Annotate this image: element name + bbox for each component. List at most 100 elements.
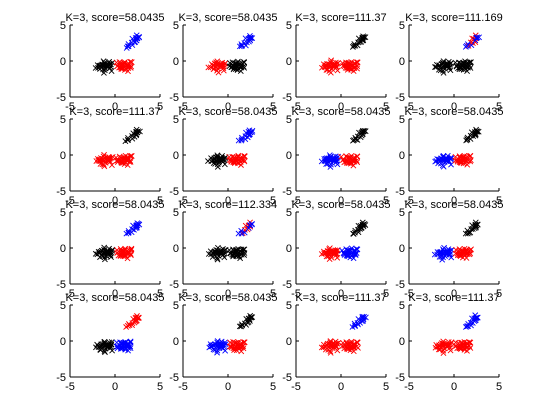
x-tick-label: 5 — [157, 195, 163, 207]
scatter-point — [248, 35, 254, 42]
scatter-point — [241, 250, 248, 256]
scatter-point — [445, 62, 451, 69]
scatter-point — [348, 245, 355, 252]
scatter-point — [235, 230, 242, 237]
cluster-left — [432, 338, 455, 357]
scatter-point — [230, 341, 237, 348]
scatter-point — [98, 341, 105, 348]
scatter-point — [362, 314, 369, 321]
scatter-point — [134, 315, 141, 322]
cluster-middle — [113, 152, 135, 169]
scatter-point — [348, 338, 355, 345]
scatter-point — [122, 245, 129, 252]
scatter-point — [236, 43, 243, 50]
scatter-point — [106, 154, 113, 161]
y-tick-label: 5 — [173, 114, 179, 126]
scatter-point — [101, 254, 108, 261]
cluster-left — [205, 58, 229, 76]
scatter-point — [456, 248, 462, 255]
panel-title: K=3, score=111.169 — [405, 12, 502, 24]
scatter-point — [351, 41, 358, 47]
scatter-point — [360, 221, 367, 228]
scatter-point — [437, 155, 444, 162]
scatter-point — [457, 253, 464, 260]
scatter-point — [457, 154, 464, 161]
x-tick-label: -5 — [291, 101, 301, 113]
x-tick-label: -5 — [404, 381, 414, 393]
scatter-point — [214, 256, 221, 263]
scatter-point — [344, 247, 351, 254]
scatter-point — [229, 62, 236, 68]
scatter-point — [351, 65, 358, 72]
y-tick-label: 0 — [60, 150, 66, 162]
scatter-point — [95, 64, 101, 71]
scatter-point — [351, 320, 358, 327]
panel-title: K=3, score=111.37 — [408, 292, 499, 304]
scatter-point — [464, 251, 471, 257]
scatter-point — [473, 222, 480, 229]
scatter-point — [445, 339, 452, 345]
x-tick-label: 5 — [157, 381, 163, 393]
scatter-point — [324, 60, 330, 67]
cluster-upper — [122, 126, 143, 145]
scatter-point — [101, 163, 108, 170]
scatter-point — [468, 226, 475, 233]
scatter-point — [123, 230, 130, 237]
scatter-point — [235, 339, 242, 346]
cluster-middle — [452, 339, 474, 354]
y-tick-label: -5 — [395, 186, 405, 198]
scatter-point — [226, 247, 233, 253]
scatter-point — [117, 61, 124, 68]
scatter-point — [350, 342, 357, 349]
scatter-point — [467, 229, 474, 236]
panel-title: K=3, score=58.0435 — [65, 292, 164, 304]
scatter-point — [444, 249, 451, 256]
scatter-point — [464, 227, 471, 234]
scatter-point — [461, 339, 468, 345]
scatter-point — [323, 161, 330, 167]
y-tick-label: -5 — [169, 92, 179, 104]
scatter-point — [472, 224, 479, 231]
scatter-point — [347, 254, 354, 261]
cluster-middle — [226, 246, 248, 262]
scatter-point — [227, 339, 234, 346]
scatter-point — [440, 350, 447, 357]
scatter-point — [123, 45, 130, 51]
scatter-point — [126, 322, 133, 329]
scatter-point — [122, 339, 129, 345]
x-tick-label: -5 — [178, 288, 188, 300]
scatter-point — [434, 343, 441, 350]
scatter-point — [222, 347, 229, 354]
scatter-point — [334, 254, 341, 261]
scatter-point — [106, 62, 112, 68]
scatter-point — [453, 246, 459, 253]
scatter-point — [354, 42, 361, 49]
x-tick-label: 0 — [225, 195, 231, 207]
scatter-point — [444, 248, 451, 254]
y-tick-label: 5 — [399, 114, 405, 126]
cluster-upper — [235, 127, 256, 144]
x-tick-label: 5 — [157, 101, 163, 113]
scatter-point — [355, 229, 362, 236]
x-tick-label: -5 — [178, 381, 188, 393]
x-tick-label: 5 — [496, 288, 502, 300]
y-tick-label: 5 — [399, 300, 405, 312]
scatter-point — [324, 248, 331, 254]
scatter-point — [117, 345, 124, 352]
scatter-point — [208, 251, 215, 258]
scatter-point — [242, 136, 249, 143]
cluster-middle — [452, 245, 474, 261]
cluster-upper — [123, 220, 143, 237]
scatter-point — [235, 58, 241, 65]
cluster-upper — [350, 127, 369, 144]
x-tick-label: 0 — [338, 101, 344, 113]
y-tick-label: -5 — [56, 372, 66, 384]
scatter-point — [342, 61, 349, 68]
scatter-point — [331, 342, 338, 349]
scatter-point — [128, 63, 135, 70]
